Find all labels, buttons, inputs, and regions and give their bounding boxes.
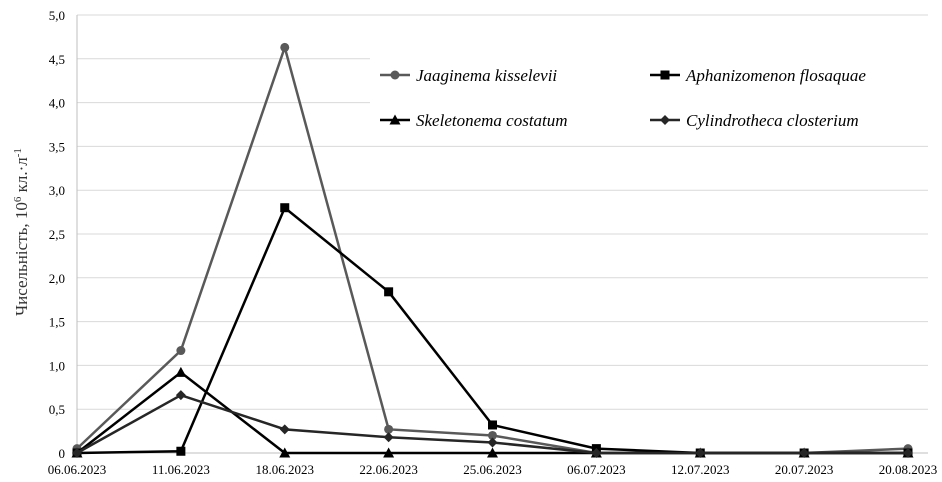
legend-box [370, 52, 930, 140]
x-tick-label: 11.06.2023 [152, 462, 210, 477]
data-point [488, 430, 497, 440]
legend-label: Jaaginema kisselevii [416, 66, 557, 85]
y-tick-label: 2,5 [49, 227, 65, 242]
data-point [280, 42, 290, 52]
y-tick-label: 4,0 [49, 96, 65, 111]
y-axis-title-prefix: Чисельність, 10 [12, 202, 31, 316]
data-point [487, 437, 498, 448]
data-point [487, 447, 498, 458]
y-axis-title-suffix-exponent: -1 [12, 148, 24, 157]
x-tick-label: 25.06.2023 [463, 462, 522, 477]
data-point [175, 366, 187, 377]
x-tick-label: 18.06.2023 [256, 462, 315, 477]
y-axis-title: Чисельність, 106 кл.·л-1 [12, 148, 31, 316]
series-group [71, 42, 914, 458]
series-line [76, 205, 908, 455]
data-point [383, 432, 394, 443]
y-tick-label: 2,0 [49, 271, 65, 286]
data-point [176, 346, 186, 356]
legend-entry: Aphanizomenon flosaquae [650, 66, 866, 85]
y-tick-label: 3,0 [49, 183, 65, 198]
data-point [384, 287, 394, 297]
legend-entry: Skeletonema costatum [380, 111, 568, 130]
y-tick-label: 4,5 [49, 52, 65, 67]
x-tick-label: 22.06.2023 [359, 462, 418, 477]
legend-marker [660, 115, 670, 125]
y-tick-label: 1,0 [49, 358, 65, 373]
data-point [695, 448, 706, 458]
y-axis-title-exponent: 6 [12, 196, 24, 202]
data-point [176, 446, 186, 456]
y-tick-label: 0 [59, 446, 66, 461]
series-diamond [72, 390, 913, 458]
data-point [799, 448, 810, 458]
series-square [72, 203, 913, 458]
data-point [279, 447, 291, 458]
legend-label: Skeletonema costatum [416, 111, 568, 130]
y-tick-label: 5,0 [49, 8, 65, 23]
data-point [903, 448, 913, 458]
tick-labels: 0 0,5 1,0 1,5 2,0 2,5 3,0 3,5 4,0 4,5 5,0 06.06.202… [48, 8, 938, 477]
y-tick-label: 1,5 [49, 315, 65, 330]
legend-marker [390, 70, 400, 80]
data-point [175, 390, 186, 401]
y-tick-label: 3,5 [49, 139, 65, 154]
x-tick-label: 20.08.2023 [879, 462, 938, 477]
y-tick-label: 0,5 [49, 402, 65, 417]
legend: Jaaginema kisselevii Aphanizomenon flosaq… [370, 52, 930, 140]
data-point [384, 424, 394, 434]
legend-marker [660, 70, 670, 80]
x-tick-label: 12.07.2023 [671, 462, 730, 477]
x-tick-label: 06.07.2023 [567, 462, 626, 477]
legend-entry: Cylindrotheca closterium [650, 111, 859, 130]
data-point [280, 203, 290, 213]
x-tick-label: 20.07.2023 [775, 462, 834, 477]
data-point [72, 448, 82, 458]
legend-label: Aphanizomenon flosaquae [685, 66, 866, 85]
data-point [488, 420, 497, 430]
data-point [279, 424, 290, 435]
x-tick-label: 06.06.2023 [48, 462, 107, 477]
y-axis-title-suffix: кл.·л [12, 157, 31, 197]
legend-label: Cylindrotheca closterium [686, 111, 859, 130]
data-point [591, 448, 602, 458]
legend-entry: Jaaginema kisselevii [380, 66, 557, 85]
data-point [383, 447, 395, 458]
legend-marker [389, 114, 401, 125]
